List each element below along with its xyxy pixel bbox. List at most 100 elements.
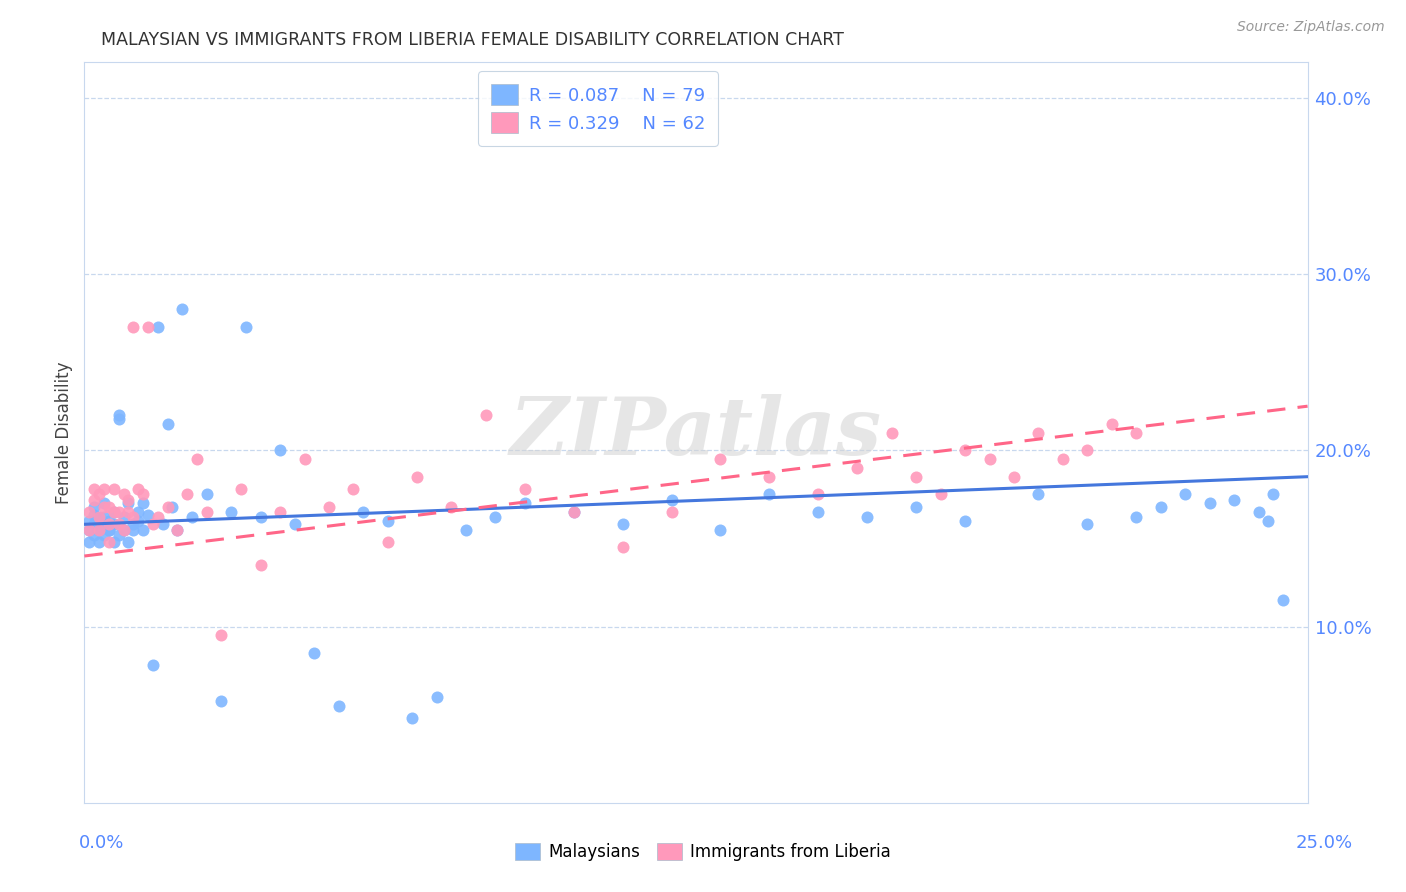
Point bbox=[219, 505, 242, 519]
Point bbox=[953, 514, 976, 528]
Point bbox=[142, 658, 165, 673]
Point bbox=[112, 510, 135, 524]
Point bbox=[77, 523, 100, 537]
Point bbox=[513, 496, 536, 510]
Point bbox=[132, 523, 155, 537]
Point bbox=[1052, 452, 1074, 467]
Point bbox=[103, 505, 125, 519]
Point bbox=[1198, 496, 1220, 510]
Point bbox=[1028, 487, 1050, 501]
Point bbox=[93, 528, 115, 542]
Text: Source: ZipAtlas.com: Source: ZipAtlas.com bbox=[1237, 20, 1385, 34]
Point bbox=[77, 505, 100, 519]
Point bbox=[229, 482, 252, 496]
Point bbox=[156, 500, 179, 514]
Point bbox=[1174, 487, 1197, 501]
Point bbox=[209, 693, 232, 707]
Point bbox=[107, 517, 129, 532]
Point bbox=[103, 482, 125, 496]
Point bbox=[97, 523, 120, 537]
Point bbox=[249, 510, 271, 524]
Point bbox=[328, 698, 350, 713]
Point bbox=[117, 535, 139, 549]
Text: 25.0%: 25.0% bbox=[1296, 834, 1353, 852]
Point bbox=[117, 492, 139, 507]
Point bbox=[87, 523, 110, 537]
Point bbox=[304, 646, 326, 660]
Point bbox=[807, 505, 830, 519]
Point bbox=[342, 482, 364, 496]
Point bbox=[235, 319, 257, 334]
Point bbox=[562, 505, 585, 519]
Point bbox=[1150, 500, 1173, 514]
Point bbox=[87, 487, 110, 501]
Point bbox=[176, 487, 198, 501]
Point bbox=[426, 690, 449, 704]
Point bbox=[127, 505, 149, 519]
Point bbox=[83, 500, 105, 514]
Point bbox=[905, 469, 928, 483]
Point bbox=[172, 302, 194, 317]
Point bbox=[142, 517, 165, 532]
Point bbox=[1002, 469, 1025, 483]
Point bbox=[284, 517, 307, 532]
Point bbox=[117, 496, 139, 510]
Point bbox=[97, 517, 120, 532]
Point bbox=[612, 517, 634, 532]
Point bbox=[146, 319, 169, 334]
Point bbox=[122, 517, 145, 532]
Point bbox=[186, 452, 208, 467]
Point bbox=[758, 469, 780, 483]
Point bbox=[1272, 593, 1295, 607]
Point bbox=[377, 535, 399, 549]
Point bbox=[181, 510, 204, 524]
Point bbox=[97, 514, 120, 528]
Point bbox=[1076, 443, 1098, 458]
Point bbox=[454, 523, 477, 537]
Point bbox=[77, 535, 100, 549]
Point bbox=[562, 505, 585, 519]
Point bbox=[1263, 487, 1285, 501]
Point bbox=[880, 425, 903, 440]
Point bbox=[661, 492, 683, 507]
Point bbox=[83, 517, 105, 532]
Point bbox=[93, 517, 115, 532]
Point bbox=[107, 408, 129, 422]
Point bbox=[195, 487, 218, 501]
Point bbox=[152, 517, 174, 532]
Point bbox=[249, 558, 271, 572]
Point bbox=[136, 319, 159, 334]
Point bbox=[77, 523, 100, 537]
Point bbox=[484, 510, 506, 524]
Point bbox=[77, 514, 100, 528]
Point bbox=[146, 510, 169, 524]
Point bbox=[807, 487, 830, 501]
Point bbox=[352, 505, 374, 519]
Point bbox=[127, 482, 149, 496]
Text: 0.0%: 0.0% bbox=[79, 834, 124, 852]
Point bbox=[1076, 517, 1098, 532]
Point bbox=[709, 452, 731, 467]
Point bbox=[953, 443, 976, 458]
Point bbox=[93, 496, 115, 510]
Point bbox=[905, 500, 928, 514]
Point bbox=[93, 482, 115, 496]
Point bbox=[1028, 425, 1050, 440]
Point bbox=[846, 461, 869, 475]
Point bbox=[122, 523, 145, 537]
Point bbox=[107, 411, 129, 425]
Point bbox=[103, 505, 125, 519]
Point bbox=[93, 510, 115, 524]
Point bbox=[979, 452, 1001, 467]
Text: MALAYSIAN VS IMMIGRANTS FROM LIBERIA FEMALE DISABILITY CORRELATION CHART: MALAYSIAN VS IMMIGRANTS FROM LIBERIA FEM… bbox=[101, 31, 844, 49]
Point bbox=[117, 505, 139, 519]
Text: ZIPatlas: ZIPatlas bbox=[510, 394, 882, 471]
Point bbox=[112, 523, 135, 537]
Point bbox=[709, 523, 731, 537]
Point bbox=[136, 508, 159, 523]
Point bbox=[112, 487, 135, 501]
Point bbox=[87, 510, 110, 524]
Point bbox=[401, 711, 423, 725]
Point bbox=[440, 500, 463, 514]
Point bbox=[661, 505, 683, 519]
